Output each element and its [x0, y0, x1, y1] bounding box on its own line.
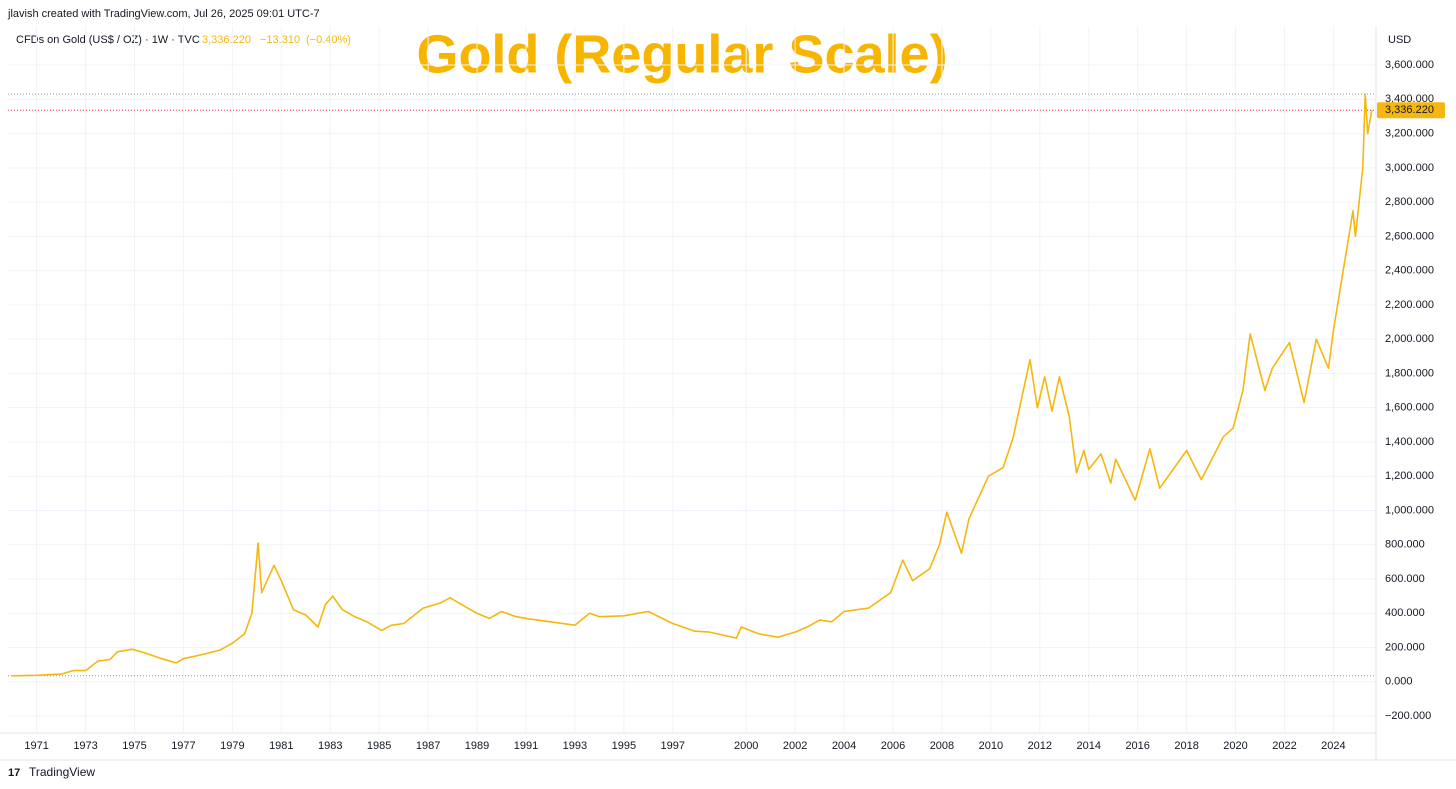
- price-tag: [1377, 102, 1445, 119]
- x-tick-label: 1973: [73, 740, 97, 752]
- x-tick-label: 1993: [563, 740, 587, 752]
- y-tick-label: −200.000: [1385, 710, 1431, 722]
- x-tick-label: 2018: [1174, 740, 1198, 752]
- x-tick-label: 1981: [269, 740, 293, 752]
- y-tick-label: 2,200.000: [1385, 299, 1434, 311]
- y-tick-label: 3,200.000: [1385, 127, 1434, 139]
- price-line-series: [12, 93, 1373, 677]
- x-tick-label: 1985: [367, 740, 391, 752]
- x-tick-label: 2010: [979, 740, 1003, 752]
- x-tick-label: 2002: [783, 740, 807, 752]
- last-price: 3,336.220: [202, 34, 251, 46]
- y-tick-label: 3,000.000: [1385, 162, 1434, 174]
- x-tick-label: 2020: [1223, 740, 1247, 752]
- x-tick-label: 2000: [734, 740, 758, 752]
- attribution: jlavish created with TradingView.com, Ju…: [7, 8, 320, 20]
- x-tick-label: 2006: [881, 740, 905, 752]
- y-tick-label: 1,800.000: [1385, 367, 1434, 379]
- x-tick-label: 1987: [416, 740, 440, 752]
- chart-title: Gold (Regular Scale): [416, 24, 947, 84]
- x-tick-label: 1975: [122, 740, 146, 752]
- y-tick-label: 2,800.000: [1385, 196, 1434, 208]
- x-tick-label: 1983: [318, 740, 342, 752]
- change-pct: (−0.40%): [306, 34, 351, 46]
- x-tick-label: 2014: [1077, 740, 1101, 752]
- y-tick-label: 2,400.000: [1385, 265, 1434, 277]
- x-tick-label: 2008: [930, 740, 954, 752]
- x-tick-label: 2022: [1272, 740, 1296, 752]
- y-tick-label: 200.000: [1385, 641, 1425, 653]
- y-tick-label: 1,200.000: [1385, 470, 1434, 482]
- brand: TradingView: [29, 765, 95, 779]
- x-tick-label: 1971: [24, 740, 48, 752]
- y-tick-label: 2,000.000: [1385, 333, 1434, 345]
- y-axis-label: USD: [1388, 34, 1411, 46]
- y-tick-label: 800.000: [1385, 539, 1425, 551]
- x-tick-label: 1997: [661, 740, 685, 752]
- x-tick-label: 1979: [220, 740, 244, 752]
- symbol: CFDs on Gold (US$ / OZ) · 1W · TVC: [16, 34, 200, 46]
- x-tick-label: 1977: [171, 740, 195, 752]
- y-tick-label: 1,600.000: [1385, 402, 1434, 414]
- x-tick-label: 1991: [514, 740, 538, 752]
- x-tick-label: 2012: [1028, 740, 1052, 752]
- y-tick-label: 400.000: [1385, 607, 1425, 619]
- logo: 17: [8, 767, 20, 779]
- y-tick-label: 0.000: [1385, 676, 1413, 688]
- y-tick-label: 1,400.000: [1385, 436, 1434, 448]
- y-tick-label: 1,000.000: [1385, 504, 1434, 516]
- x-tick-label: 2004: [832, 740, 856, 752]
- price-tag-label: 3,336.220: [1385, 104, 1434, 116]
- change: −13.310: [260, 34, 300, 46]
- x-tick-label: 2016: [1125, 740, 1149, 752]
- x-tick-label: 1989: [465, 740, 489, 752]
- x-tick-label: 1995: [612, 740, 636, 752]
- y-tick-label: 3,600.000: [1385, 59, 1434, 71]
- y-tick-label: 3,400.000: [1385, 93, 1434, 105]
- y-tick-label: 2,600.000: [1385, 230, 1434, 242]
- y-tick-label: 600.000: [1385, 573, 1425, 585]
- x-tick-label: 2024: [1321, 740, 1345, 752]
